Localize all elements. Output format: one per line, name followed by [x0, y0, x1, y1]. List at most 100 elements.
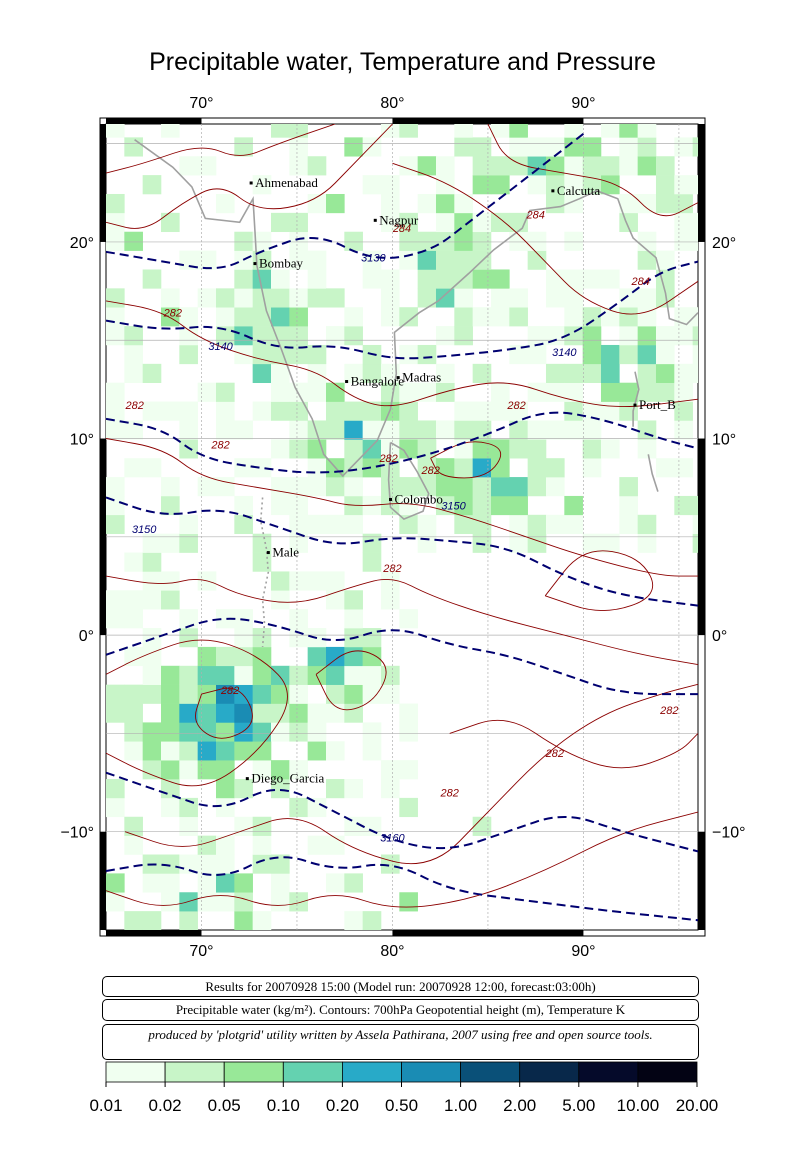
precip-cell	[142, 458, 162, 478]
precip-cell	[674, 231, 693, 251]
precip-cell	[692, 175, 698, 195]
precip-cell	[527, 439, 547, 459]
precip-cell	[417, 193, 437, 214]
precip-cell	[600, 382, 620, 402]
precip-cell	[289, 684, 308, 704]
precip-cell	[325, 873, 345, 893]
precip-cell	[454, 420, 473, 440]
precip-cell	[362, 533, 382, 553]
city-dot	[389, 497, 393, 501]
precip-cell	[490, 175, 510, 195]
precip-cell	[179, 854, 198, 874]
precip-cell	[234, 137, 253, 157]
temperature-contour	[124, 683, 698, 865]
precip-cell	[655, 156, 675, 176]
precip-cell	[215, 382, 235, 402]
precip-cell	[307, 288, 327, 308]
precip-cell	[655, 193, 675, 214]
precip-cell	[270, 779, 290, 799]
precip-cell	[637, 288, 657, 308]
precip-cell	[674, 382, 693, 402]
temperature-contour	[430, 441, 502, 479]
precip-cell	[564, 156, 583, 176]
latitude-label: −10°	[712, 825, 746, 842]
precip-cell	[362, 722, 382, 742]
city-dot	[396, 376, 400, 380]
precip-cell	[197, 250, 217, 270]
precip-cell	[454, 495, 473, 516]
precip-cell	[454, 137, 473, 157]
precip-cell	[234, 665, 253, 685]
height-label: 3160	[380, 833, 405, 845]
longitude-label: 80°	[380, 943, 404, 960]
height-contour	[106, 771, 698, 853]
precip-cell	[564, 175, 583, 195]
precip-cell	[124, 684, 143, 704]
precip-cell	[197, 892, 217, 912]
precip-cell	[490, 269, 510, 289]
colorbar-label: 0.01	[89, 1096, 122, 1115]
precip-cell	[454, 231, 473, 251]
longitude-label: 70°	[189, 943, 213, 960]
precip-cell	[417, 156, 437, 176]
precip-cell	[106, 609, 125, 629]
precip-cell	[289, 892, 308, 912]
colorbar-swatch	[578, 1061, 639, 1083]
precip-cell	[197, 288, 217, 308]
precip-cell	[106, 477, 125, 497]
colorbar-label: 1.00	[444, 1096, 477, 1115]
city-marker: Colombo	[389, 491, 443, 506]
precip-cell	[124, 363, 143, 384]
precip-cell	[289, 571, 308, 591]
precip-cell	[234, 628, 253, 648]
precip-cell	[106, 797, 125, 818]
precip-cell	[435, 363, 455, 384]
precip-cell	[399, 156, 418, 176]
precip-cell	[289, 326, 308, 346]
precip-cell	[234, 703, 253, 723]
colorbar-swatch	[223, 1061, 284, 1083]
precip-cell	[307, 439, 327, 459]
precip-cell	[417, 514, 437, 534]
precip-cell	[399, 344, 418, 365]
precip-cell	[582, 401, 602, 421]
precip-cell	[472, 137, 492, 157]
precip-cell	[472, 363, 492, 384]
precip-cell	[142, 684, 162, 704]
longitude-label: 80°	[380, 95, 404, 112]
precip-cell	[637, 514, 657, 534]
precip-cell	[344, 665, 363, 685]
precip-cell	[655, 363, 675, 384]
precip-cell	[252, 741, 272, 761]
precip-cell	[252, 722, 272, 742]
precip-cell	[215, 703, 235, 723]
precip-cell	[362, 137, 382, 157]
precip-cell	[234, 495, 253, 516]
precip-cell	[344, 363, 363, 384]
precip-cell	[160, 307, 180, 327]
frame-ticks	[100, 118, 705, 936]
precip-cell	[582, 533, 602, 553]
city-dot	[266, 551, 270, 555]
precip-cell	[472, 458, 492, 478]
precip-cell	[142, 911, 162, 930]
height-label: 3140	[208, 341, 233, 353]
precip-cell	[380, 760, 400, 780]
height-contours	[106, 133, 698, 922]
precip-cell	[270, 684, 290, 704]
precip-cell	[600, 439, 620, 459]
precip-cell	[655, 250, 675, 270]
precip-cell	[655, 382, 675, 402]
sri-lanka-coastline	[387, 441, 430, 521]
precip-cell	[490, 307, 510, 327]
precip-cell	[362, 628, 382, 648]
precip-cell	[399, 495, 418, 516]
city-name: Nagpur	[379, 212, 419, 227]
precip-cell	[509, 124, 528, 138]
precip-cell	[344, 779, 363, 799]
precip-cell	[289, 665, 308, 685]
precip-cell	[270, 124, 290, 138]
precip-cell	[215, 760, 235, 780]
precip-cell	[619, 477, 638, 497]
precip-cell	[509, 344, 528, 365]
